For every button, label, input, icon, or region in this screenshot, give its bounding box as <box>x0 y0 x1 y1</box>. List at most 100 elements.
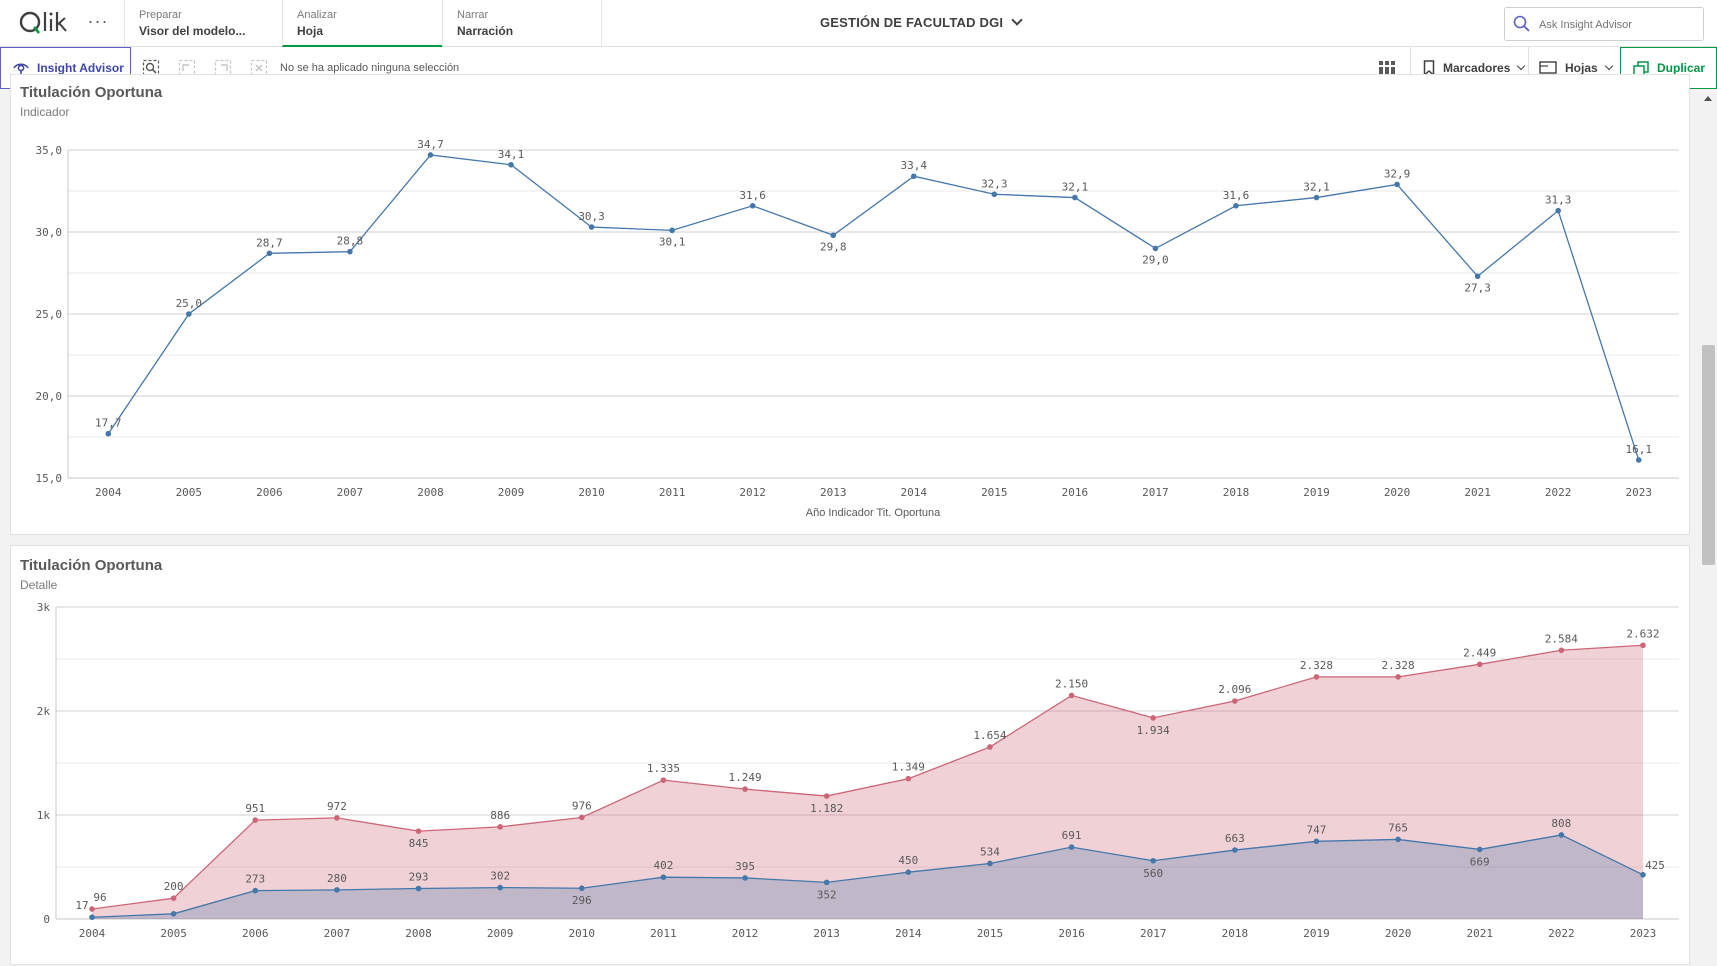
data-label: 32,1 <box>1062 181 1089 194</box>
data-point <box>1072 194 1078 201</box>
more-menu-button[interactable]: ··· <box>87 11 109 31</box>
scroll-up-icon[interactable] <box>1704 96 1712 101</box>
data-label: 1.335 <box>647 762 680 775</box>
data-label: 395 <box>735 860 755 873</box>
data-label: 560 <box>1143 867 1163 880</box>
data-label: 27,3 <box>1464 281 1491 294</box>
data-label: 29,0 <box>1142 253 1169 266</box>
data-label: 2.584 <box>1545 632 1578 645</box>
tab-narrate-label: Narrar <box>457 9 489 21</box>
chart-subtitle: Detalle <box>20 578 58 592</box>
insight-search-box[interactable] <box>1504 7 1704 41</box>
data-label: 402 <box>653 859 673 872</box>
bookmarks-label: Marcadores <box>1443 61 1511 75</box>
area-chart[interactable]: 0 1k 2k 3k 2004 2005 2006 2007 2008 2009 2010 2011 2… <box>11 546 1691 966</box>
data-point <box>1635 457 1642 463</box>
data-point <box>1476 661 1483 668</box>
x-tick-label: 2005 <box>176 486 203 499</box>
data-label: 29,8 <box>820 240 847 253</box>
x-tick-label: 2004 <box>95 486 122 499</box>
data-point <box>89 914 95 921</box>
sheets-label: Hojas <box>1565 61 1598 75</box>
data-label: 200 <box>164 880 184 893</box>
x-axis-label: Año Indicador Tit. Oportuna <box>806 507 941 519</box>
series-area <box>92 834 1643 919</box>
data-point <box>1474 273 1481 280</box>
data-point <box>497 824 503 830</box>
x-tick-label: 2020 <box>1384 486 1411 499</box>
selection-status-text: No se ha aplicado ninguna selección <box>280 62 460 74</box>
data-point <box>1068 844 1075 850</box>
x-tick-label: 2012 <box>739 486 766 499</box>
x-tick-label: 2017 <box>1140 927 1167 940</box>
data-label: 2.096 <box>1218 683 1251 696</box>
y-tick-label: 30,0 <box>36 226 63 239</box>
x-tick-label: 2023 <box>1630 927 1657 940</box>
y-tick-label: 20,0 <box>36 390 63 403</box>
search-input[interactable] <box>1539 16 1697 34</box>
data-label: 425 <box>1645 859 1665 872</box>
data-point <box>508 161 514 168</box>
search-icon <box>1513 15 1530 32</box>
chart-title: Titulación Oportuna <box>20 557 163 574</box>
data-label: 17,7 <box>95 417 122 430</box>
data-point <box>830 232 837 239</box>
sheets-button[interactable]: Hojas <box>1528 47 1620 89</box>
tab-analyze[interactable]: Analizar Hoja <box>282 0 442 47</box>
data-label: 31,6 <box>1223 189 1250 202</box>
bookmarks-button[interactable]: Marcadores <box>1410 47 1528 89</box>
data-label: 886 <box>490 809 510 822</box>
data-label: 33,4 <box>901 159 928 172</box>
qlik-logo[interactable] <box>18 8 76 38</box>
data-label: 16,1 <box>1625 443 1652 456</box>
x-tick-label: 2009 <box>498 486 525 499</box>
data-label: 34,7 <box>417 138 444 151</box>
tab-narrate[interactable]: Narrar Narración <box>442 0 602 47</box>
data-point <box>1313 674 1320 680</box>
series-line <box>107 154 1640 461</box>
data-point <box>1232 698 1238 704</box>
data-point <box>105 430 112 437</box>
top-navigation-bar: ··· Preparar Visor del modelo... Analiza… <box>0 0 1717 47</box>
data-point <box>742 875 748 881</box>
line-chart[interactable]: Año Indicador Tit. Oportuna 15,0 20,0 25,0… <box>11 75 1691 536</box>
grid-view-icon[interactable] <box>1378 59 1396 77</box>
x-tick-label: 2014 <box>895 927 922 940</box>
data-point <box>1640 642 1646 649</box>
data-point <box>252 817 259 823</box>
x-tick-label: 2018 <box>1223 486 1250 499</box>
app-title-dropdown[interactable]: GESTIÓN DE FACULTAD DGI <box>820 14 1023 30</box>
chart-subtitle: Indicador <box>20 105 70 119</box>
data-label: 951 <box>245 802 265 815</box>
data-label: 845 <box>409 837 429 850</box>
x-tick-label: 2014 <box>901 486 928 499</box>
scrollbar-thumb[interactable] <box>1702 345 1715 565</box>
data-label: 1.249 <box>728 771 761 784</box>
chart-panel-detail[interactable]: Titulación Oportuna Detalle 0 1k 2k 3k 2004 2… <box>10 545 1690 965</box>
x-tick-label: 2007 <box>324 927 351 940</box>
data-point <box>1150 715 1157 721</box>
data-label: 28,7 <box>256 236 283 249</box>
data-point <box>905 869 912 875</box>
data-label: 32,9 <box>1384 167 1411 180</box>
data-point <box>1558 647 1565 654</box>
chart-panel-indicator[interactable]: Titulación Oportuna Indicador Año Indica… <box>10 74 1690 535</box>
chevron-down-icon <box>1604 61 1613 71</box>
data-label: 2.449 <box>1463 646 1496 659</box>
data-label: 534 <box>980 845 1000 858</box>
data-label: 1.182 <box>810 802 843 815</box>
data-point <box>252 887 259 894</box>
x-tick-label: 2022 <box>1548 927 1575 940</box>
x-tick-label: 2010 <box>569 927 596 940</box>
tab-prepare[interactable]: Preparar Visor del modelo... <box>124 0 282 47</box>
x-tick-label: 2022 <box>1545 486 1572 499</box>
x-tick-label: 2004 <box>79 927 106 940</box>
data-point <box>987 860 993 867</box>
data-label: 293 <box>409 871 429 884</box>
data-point <box>660 874 667 880</box>
chevron-down-icon <box>1011 14 1023 26</box>
x-tick-label: 2010 <box>578 486 605 499</box>
data-point <box>749 202 756 209</box>
data-label: 352 <box>817 888 837 901</box>
x-tick-label: 2020 <box>1385 927 1412 940</box>
